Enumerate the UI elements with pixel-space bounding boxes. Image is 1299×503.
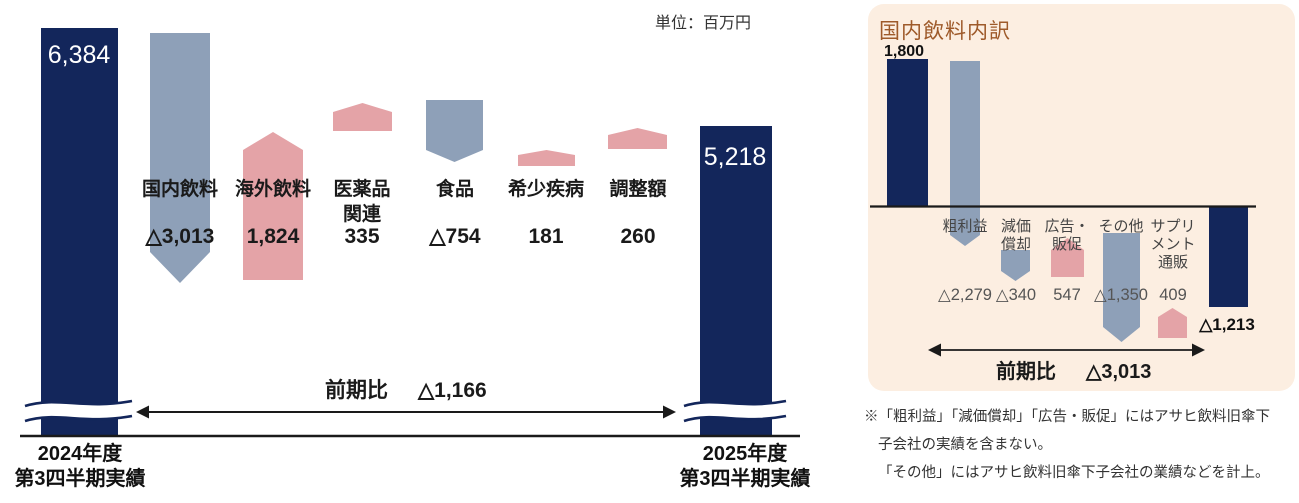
main-item-domestic-beverages-label: 国内飲料 [142,177,218,200]
inset-item-supplement-mail-order-shape [1158,308,1187,338]
inset-item-depreciation-label: 償却 [1001,236,1031,253]
axis-label-fy2024: 2024年度 第3四半期実績 [14,442,145,492]
main-bar-fy2024-q3 [41,28,118,436]
main-delta-arrow-head-left [136,405,149,419]
footnote: ※「粗利益」「減価償却」「広告・販促」にはアサヒ飲料旧傘下 子会社の実績を含まな… [864,403,1270,487]
main-item-pharmaceutical-related-label: 関連 [343,202,382,225]
inset-item-supplement-mail-order-value: 409 [1159,286,1187,304]
main-item-food-label: 食品 [436,177,474,200]
inset-panel [868,4,1295,391]
footnote-line: 「その他」にはアサヒ飲料旧傘下子会社の業績などを計上。 [878,465,1270,481]
main-axis-break-right-edge-bottom [683,414,787,423]
main-delta-value: △1,166 [417,379,487,402]
inset-item-supplement-mail-order-label: メント [1150,236,1195,253]
main-item-adjustment-value: 260 [620,225,655,248]
main-item-overseas-beverages-label: 海外飲料 [235,177,311,200]
inset-bar-breakdown-end [1209,206,1248,307]
inset-item-supplement-mail-order-label: サプリ [1150,218,1195,235]
main-item-adjustment-shape [608,128,667,149]
axis-label-line: 2025年度 [702,443,788,465]
main-item-overseas-beverages-value: 1,824 [247,225,300,248]
main-bar-fy2025-q3 [700,126,772,436]
main-axis-break-right-edge-top [683,399,787,408]
inset-item-others-label: その他 [1098,218,1143,235]
inset-item-gross-profit-label: 粗利益 [942,218,987,235]
inset-item-advertising-promotion-label: 広告・ [1044,218,1089,235]
inset-end-value: △1,213 [1198,315,1255,334]
inset-delta-arrow-head-right [1192,343,1205,357]
inset-item-advertising-promotion-shape [1051,238,1084,277]
main-item-pharmaceutical-related-label: 医薬品 [333,177,390,200]
main-item-rare-disease-label: 希少疾病 [508,177,584,200]
inset-item-gross-profit-value: △2,279 [938,286,992,304]
inset-delta-arrow-head-left [928,343,941,357]
main-start-value: 6,384 [48,41,111,69]
inset-start-value: 1,800 [884,43,924,60]
unit-label: 単位：百万円 [655,15,752,32]
footnote-line: ※「粗利益」「減価償却」「広告・販促」にはアサヒ飲料旧傘下 [864,409,1270,425]
main-item-rare-disease-shape [518,150,575,166]
inset-item-advertising-promotion-label: 販促 [1052,236,1082,253]
main-delta-label: 前期比 [325,378,388,402]
main-axis-break-left-edge-top [24,399,133,408]
axis-label-line: 2024年度 [37,443,123,465]
axis-label-fy2025: 2025年度 第3四半期実績 [679,442,810,492]
axis-label-line: 第3四半期実績 [679,468,811,490]
main-item-adjustment-label: 調整額 [609,177,666,200]
inset-item-supplement-mail-order-label: 通販 [1158,254,1188,271]
main-item-domestic-beverages-shape [150,33,210,283]
main-item-overseas-beverages-shape [243,132,303,280]
main-end-value: 5,218 [704,143,767,171]
main-item-domestic-beverages-value: △3,013 [145,225,215,248]
inset-chart-title: 国内飲料内訳 [879,20,1011,43]
main-item-pharmaceutical-related-shape [333,103,392,131]
main-item-rare-disease-value: 181 [528,225,563,248]
main-delta-arrow-head-right [663,405,676,419]
inset-delta-value: △3,013 [1085,361,1151,383]
main-axis-break-left-edge-bottom [24,414,133,423]
main-item-pharmaceutical-related-value: 335 [344,225,379,248]
inset-item-gross-profit-shape [950,61,980,246]
main-item-food-shape [426,100,483,162]
inset-item-depreciation-value: △340 [996,286,1036,304]
inset-bar-breakdown-start [887,59,928,206]
footnote-line: 子会社の実績を含まない。 [878,437,1052,453]
inset-item-depreciation-label: 減価 [1001,218,1031,235]
inset-item-depreciation-shape [1001,250,1030,281]
inset-item-others-shape [1103,233,1140,342]
axis-label-line: 第3四半期実績 [14,468,146,490]
main-item-food-value: △754 [428,225,481,248]
inset-item-advertising-promotion-value: 547 [1053,286,1081,304]
inset-delta-label: 前期比 [996,359,1056,383]
inset-item-others-value: △1,350 [1094,286,1148,304]
